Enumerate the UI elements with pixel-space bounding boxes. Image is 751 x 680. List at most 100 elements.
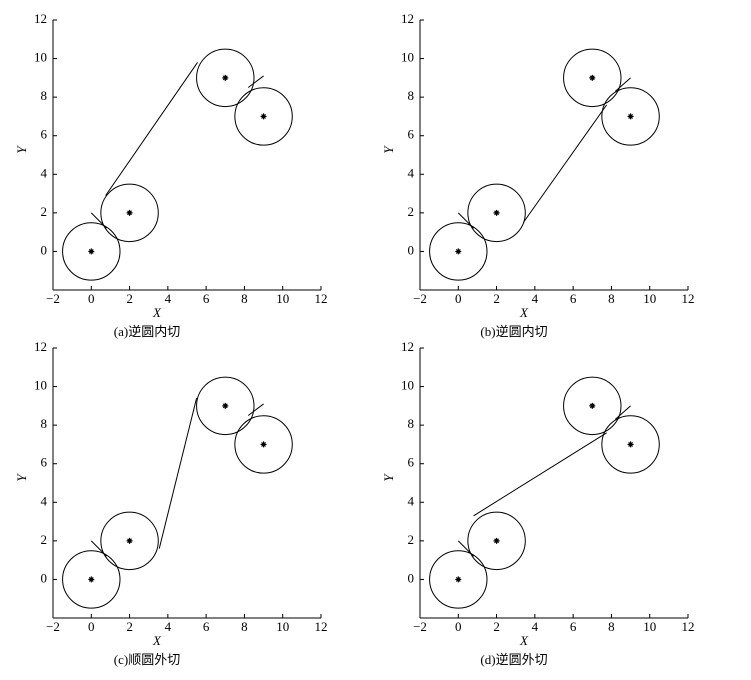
x-tick-label: 4 — [532, 619, 539, 634]
y-tick-label: 10 — [34, 50, 47, 65]
center-marker — [455, 248, 462, 255]
caption: (c)顺圆外切 — [114, 652, 180, 667]
x-tick-label: −2 — [46, 291, 60, 306]
panel: 0 2 4 6 8 10 12 −2 0 2 4 6 8 10 12 X Y (c)顺圆外切 — [14, 339, 328, 667]
x-axis-label: X — [152, 305, 162, 320]
circle — [601, 415, 660, 474]
y-tick-label: 6 — [408, 455, 415, 470]
y-tick-label: 2 — [408, 532, 415, 547]
x-tick-label: −2 — [413, 619, 427, 634]
x-tick-label: 4 — [165, 619, 172, 634]
tangent-line — [90, 212, 107, 229]
caption: (a)逆圆内切 — [114, 324, 180, 339]
circle — [429, 550, 488, 609]
x-tick-label: −2 — [413, 291, 427, 306]
y-tick-label: 12 — [34, 11, 47, 26]
center-marker — [627, 113, 634, 120]
y-tick-label: 4 — [408, 493, 415, 508]
x-tick-label: 0 — [88, 619, 95, 634]
y-tick-label: 6 — [41, 455, 48, 470]
y-tick-label: 6 — [408, 127, 415, 142]
center-marker — [589, 402, 596, 409]
tangent-line — [614, 405, 631, 420]
y-tick-label: 8 — [41, 88, 48, 103]
center-marker — [126, 209, 133, 216]
tangent-line — [105, 62, 198, 196]
x-tick-label: 12 — [315, 619, 328, 634]
center-marker — [260, 441, 267, 448]
x-tick-label: −2 — [46, 619, 60, 634]
tangent-line — [247, 403, 264, 416]
y-tick-label: 8 — [408, 88, 415, 103]
circle — [234, 87, 293, 146]
tangent-line — [473, 432, 607, 517]
x-tick-label: 8 — [608, 619, 615, 634]
center-marker — [260, 113, 267, 120]
x-tick-label: 8 — [241, 619, 248, 634]
x-tick-label: 8 — [608, 291, 615, 306]
center-marker — [627, 441, 634, 448]
y-tick-label: 6 — [41, 127, 48, 142]
circle — [467, 511, 526, 571]
tangent-line — [522, 104, 608, 223]
y-tick-label: 0 — [41, 242, 48, 257]
x-tick-label: 12 — [682, 291, 695, 306]
x-tick-label: 10 — [276, 619, 289, 634]
tangent-line — [158, 398, 198, 549]
circle — [196, 48, 255, 108]
x-tick-label: 4 — [532, 291, 539, 306]
center-marker — [126, 537, 133, 544]
x-tick-label: 10 — [643, 619, 656, 634]
circle — [563, 48, 622, 108]
y-tick-label: 8 — [41, 416, 48, 431]
y-tick-label: 4 — [41, 493, 48, 508]
x-tick-label: 8 — [241, 291, 248, 306]
x-tick-label: 12 — [682, 619, 695, 634]
circle — [234, 415, 293, 474]
circle — [196, 376, 255, 436]
tangent-line — [457, 540, 474, 557]
y-tick-label: 12 — [34, 339, 47, 354]
tangent-line — [457, 212, 474, 229]
y-tick-label: 8 — [408, 416, 415, 431]
x-axis-label: X — [519, 305, 529, 320]
caption: (d)逆圆外切 — [480, 652, 547, 667]
caption: (b)逆圆内切 — [480, 324, 547, 339]
tangent-line — [247, 75, 264, 88]
circle — [563, 376, 622, 436]
center-marker — [88, 576, 95, 583]
y-tick-label: 0 — [408, 570, 415, 585]
y-tick-label: 12 — [401, 11, 414, 26]
x-tick-label: 2 — [493, 619, 500, 634]
x-tick-label: 0 — [455, 619, 462, 634]
panel: 0 2 4 6 8 10 12 −2 0 2 4 6 8 10 12 X Y (a)逆圆内切 — [14, 11, 328, 339]
y-axis-label: Y — [381, 473, 396, 482]
x-tick-label: 6 — [203, 291, 210, 306]
x-axis-label: X — [152, 633, 162, 648]
y-tick-label: 2 — [41, 204, 48, 219]
x-tick-label: 10 — [643, 291, 656, 306]
x-tick-label: 6 — [570, 619, 577, 634]
y-tick-label: 4 — [41, 165, 48, 180]
x-tick-label: 10 — [276, 291, 289, 306]
panel: 0 2 4 6 8 10 12 −2 0 2 4 6 8 10 12 X Y (b)逆圆内切 — [381, 11, 695, 339]
x-tick-label: 4 — [165, 291, 172, 306]
x-tick-label: 2 — [493, 291, 500, 306]
center-marker — [88, 248, 95, 255]
x-tick-label: 6 — [203, 619, 210, 634]
x-tick-label: 2 — [126, 291, 133, 306]
x-tick-label: 0 — [455, 291, 462, 306]
center-marker — [589, 74, 596, 81]
center-marker — [222, 402, 229, 409]
center-marker — [493, 537, 500, 544]
x-tick-label: 12 — [315, 291, 328, 306]
circle — [467, 183, 526, 243]
circle — [601, 87, 660, 146]
y-axis-label: Y — [14, 473, 29, 482]
y-tick-label: 4 — [408, 165, 415, 180]
y-axis-label: Y — [381, 145, 396, 154]
center-marker — [493, 209, 500, 216]
circle — [62, 222, 121, 281]
circle — [429, 222, 488, 281]
tangent-line — [614, 77, 631, 92]
